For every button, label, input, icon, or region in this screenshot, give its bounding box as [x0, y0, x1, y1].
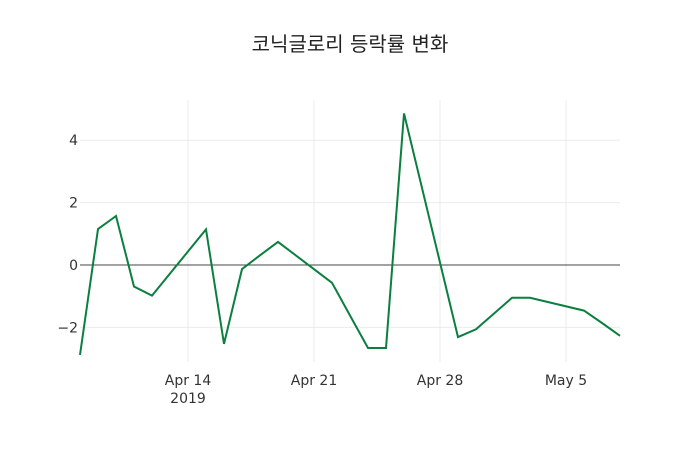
x-tick-sublabel: 2019 [170, 391, 206, 407]
y-tick-label: −2 [57, 320, 78, 336]
y-tick-label: 4 [69, 133, 78, 149]
series-line [79, 113, 621, 356]
y-tick-label: 2 [69, 196, 78, 212]
x-tick-label: Apr 14 [165, 373, 212, 389]
x-tick-label: May 5 [545, 373, 587, 389]
y-gridlines [80, 139, 620, 328]
y-tick-label: 0 [69, 258, 78, 274]
x-axis-tick-labels: Apr 14 2019 Apr 21 Apr 28 May 5 [165, 373, 587, 407]
y-axis-tick-labels: −2 0 2 4 [57, 133, 78, 336]
chart-title: 코닉글로리 등락률 변화 [251, 32, 449, 56]
x-gridlines [187, 100, 567, 362]
x-tick-label: Apr 28 [417, 373, 463, 389]
x-tick-label: Apr 21 [291, 373, 337, 389]
